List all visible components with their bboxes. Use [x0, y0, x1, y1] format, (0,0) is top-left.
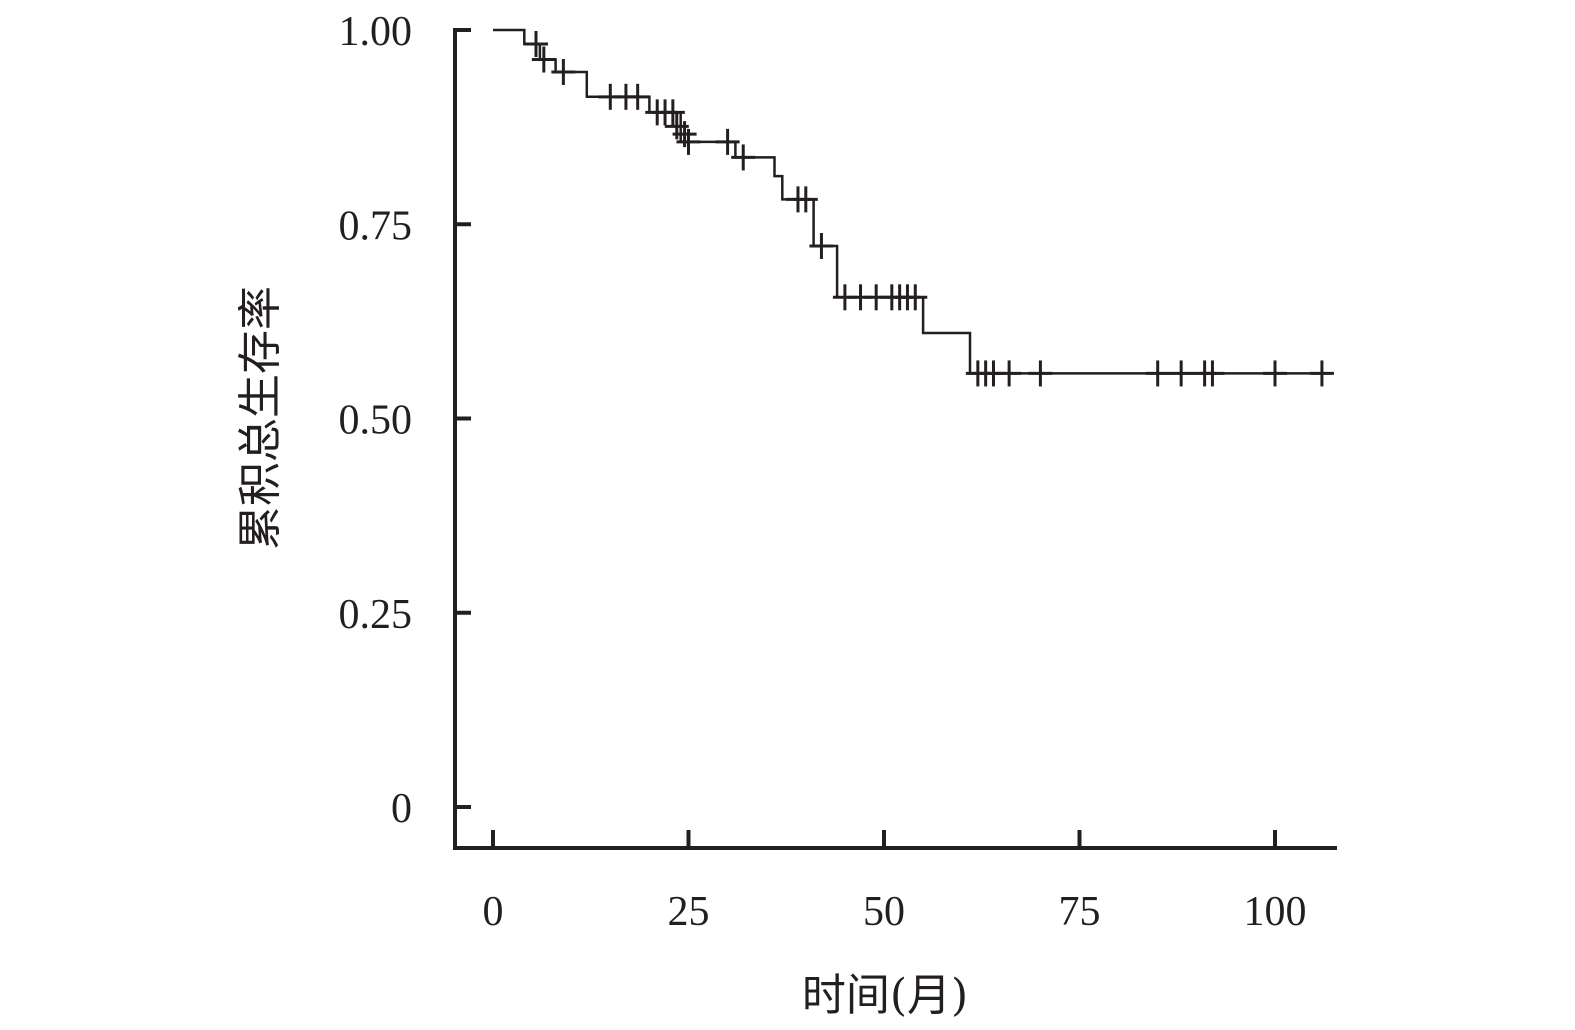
- censor-mark: [1145, 360, 1170, 387]
- censor-mark: [1200, 360, 1225, 387]
- censor-mark: [997, 360, 1022, 387]
- y-tick-label: 0.75: [339, 203, 413, 249]
- x-axis-title: 时间(月): [802, 970, 968, 1021]
- censor-mark: [531, 46, 556, 73]
- y-tick-label: 0.50: [339, 398, 413, 444]
- censor-mark: [551, 58, 576, 85]
- censor-mark: [793, 186, 818, 213]
- censor-mark: [731, 144, 756, 171]
- y-tick-label: 0.25: [339, 592, 413, 638]
- survival-curve: [493, 28, 1330, 375]
- y-tick-labels: 0 0.25 0.50 0.75 1.00: [339, 9, 413, 832]
- x-tick-label: 75: [1059, 889, 1101, 935]
- y-tick-label: 1.00: [339, 9, 413, 55]
- censor-mark: [809, 233, 834, 260]
- x-tick-label: 50: [863, 889, 905, 935]
- censor-mark: [1169, 360, 1194, 387]
- x-tick-label: 0: [483, 889, 504, 935]
- censor-mark: [1309, 360, 1334, 387]
- censor-mark: [676, 128, 701, 155]
- censor-mark: [1028, 360, 1053, 387]
- censor-mark: [524, 30, 549, 57]
- y-tick-label: 0: [391, 786, 412, 832]
- censor-mark: [715, 128, 740, 155]
- x-tick-labels: 0 25 50 75 100: [483, 889, 1307, 935]
- x-tick-label: 100: [1244, 889, 1307, 935]
- censor-mark: [660, 99, 685, 126]
- x-tick-label: 25: [668, 889, 710, 935]
- censor-mark: [625, 83, 650, 110]
- censor-mark: [1263, 360, 1287, 387]
- censor-mark: [903, 284, 928, 311]
- y-axis-title: 累积总生存率: [235, 286, 286, 550]
- plot-area: [493, 28, 1334, 387]
- axes: [453, 28, 1337, 850]
